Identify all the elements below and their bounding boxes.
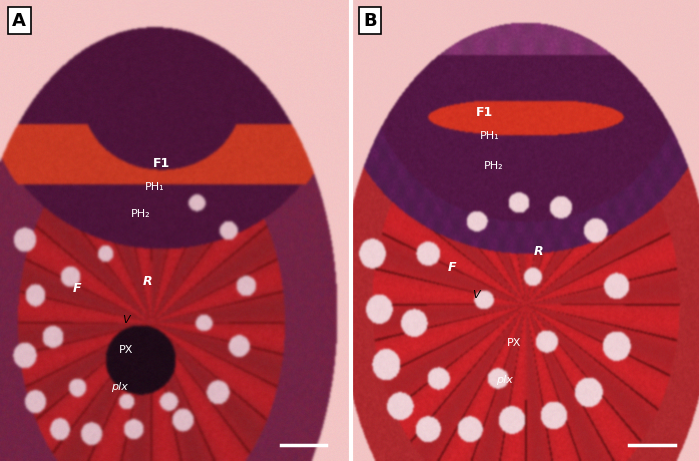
Text: R: R <box>143 275 152 288</box>
Text: R: R <box>534 245 544 258</box>
Text: V: V <box>473 290 480 300</box>
Text: PH₂: PH₂ <box>131 209 150 219</box>
Text: F: F <box>73 282 82 295</box>
Text: plx: plx <box>496 375 512 385</box>
Text: B: B <box>363 12 377 30</box>
Text: PH₂: PH₂ <box>484 161 503 171</box>
Text: plx: plx <box>111 382 128 392</box>
Text: V: V <box>122 315 130 325</box>
Text: PH₁: PH₁ <box>480 131 500 141</box>
Text: F1: F1 <box>153 157 170 170</box>
Text: PX: PX <box>507 338 521 349</box>
Text: PX: PX <box>119 345 134 355</box>
Text: F1: F1 <box>476 106 493 119</box>
Text: PH₁: PH₁ <box>145 182 164 192</box>
Text: A: A <box>13 12 27 30</box>
Text: F: F <box>447 261 456 274</box>
